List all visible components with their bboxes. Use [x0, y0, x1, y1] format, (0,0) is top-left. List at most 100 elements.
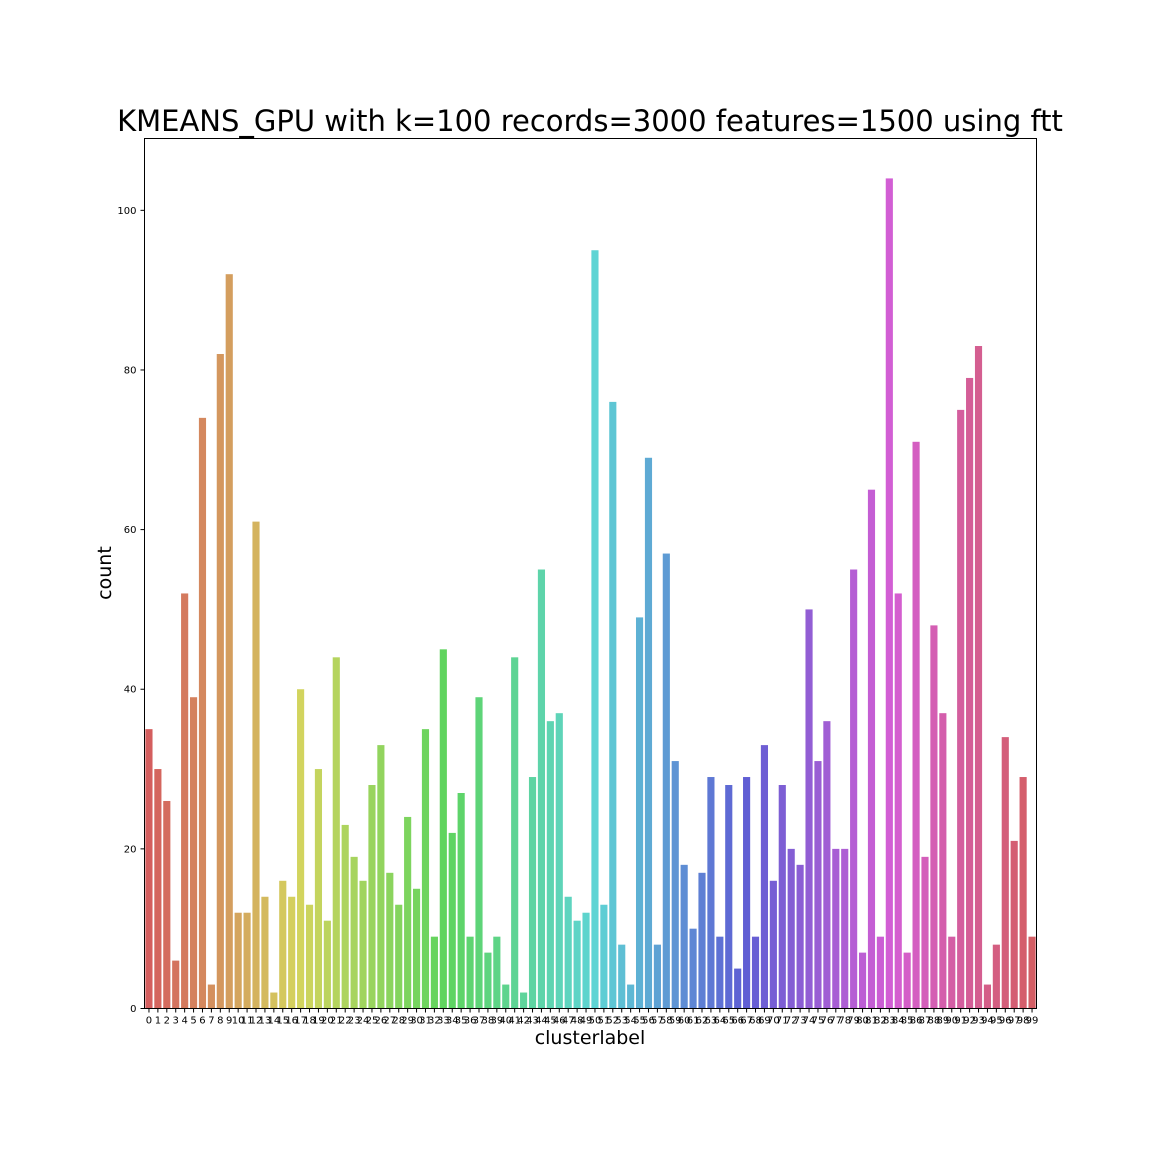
bar-68	[751, 936, 760, 1009]
bar-24	[359, 880, 367, 1009]
y-tick-label: 60	[124, 525, 137, 536]
bar-54	[627, 984, 635, 1009]
bars-group	[145, 178, 1036, 1009]
bar-99	[1028, 936, 1036, 1009]
x-tick-label: 22	[339, 1016, 352, 1027]
bar-73	[796, 864, 804, 1009]
bar-93	[974, 346, 983, 1009]
x-tick-label: 72	[785, 1016, 798, 1027]
x-tick-label: 95	[990, 1016, 1003, 1027]
x-tick-label: 65	[722, 1016, 735, 1027]
x-tick-label: 99	[1026, 1016, 1039, 1027]
bar-90	[948, 936, 956, 1009]
bar-70	[769, 880, 777, 1009]
x-tick-label: 12	[250, 1016, 263, 1027]
bar-15	[279, 880, 287, 1009]
bar-45	[546, 721, 554, 1009]
bar-27	[386, 872, 394, 1009]
x-tick-label: 76	[821, 1016, 834, 1027]
x-tick-label: 93	[972, 1016, 985, 1027]
x-tick-label: 48	[571, 1016, 584, 1027]
x-tick-label: 21	[330, 1016, 343, 1027]
x-tick-label: 53	[615, 1016, 628, 1027]
bar-40	[502, 984, 510, 1009]
x-tick-label: 57	[651, 1016, 664, 1027]
x-tick-label: 6	[199, 1016, 205, 1027]
x-tick-label: 45	[544, 1016, 557, 1027]
bar-19	[314, 769, 323, 1009]
bar-38	[484, 952, 492, 1009]
x-tick-label: 44	[535, 1016, 548, 1027]
x-tick-label: 33	[437, 1016, 450, 1027]
x-tick-label: 83	[883, 1016, 896, 1027]
x-tick-label: 49	[580, 1016, 593, 1027]
bar-57	[653, 944, 661, 1009]
x-tick-label: 4	[181, 1016, 187, 1027]
bar-28	[395, 904, 403, 1009]
x-tick-label: 71	[776, 1016, 789, 1027]
y-tick-label: 20	[124, 844, 137, 855]
x-tick-label: 55	[633, 1016, 646, 1027]
bar-25	[368, 785, 376, 1009]
x-tick-label: 24	[357, 1016, 370, 1027]
x-tick-label: 82	[874, 1016, 887, 1027]
x-tick-label: 81	[865, 1016, 878, 1027]
x-axis-ticks: 0 1 2 3 4 5 6 7 8 9 101112131415161718192021222324…	[146, 1008, 1039, 1027]
x-tick-label: 60	[678, 1016, 691, 1027]
bar-61	[689, 928, 697, 1009]
bar-5	[189, 697, 198, 1009]
bar-26	[377, 745, 385, 1009]
x-tick-label: 15	[276, 1016, 289, 1027]
x-tick-label: 32	[428, 1016, 441, 1027]
x-tick-label: 19	[312, 1016, 325, 1027]
bar-82	[876, 936, 884, 1009]
x-tick-label: 86	[910, 1016, 923, 1027]
x-tick-label: 31	[419, 1016, 432, 1027]
x-tick-label: 56	[642, 1016, 655, 1027]
x-tick-label: 94	[981, 1016, 994, 1027]
x-tick-label: 64	[713, 1016, 726, 1027]
bar-76	[823, 721, 831, 1009]
y-tick-label: 0	[130, 1004, 136, 1015]
x-tick-label: 97	[1008, 1016, 1021, 1027]
bar-62	[698, 872, 706, 1009]
bar-88	[930, 625, 938, 1009]
x-tick-label: 51	[598, 1016, 611, 1027]
bar-74	[805, 609, 813, 1009]
bar-30	[412, 888, 421, 1009]
bar-35	[457, 793, 465, 1009]
bar-14	[270, 992, 278, 1009]
x-tick-label: 28	[392, 1016, 405, 1027]
x-tick-label: 89	[936, 1016, 949, 1027]
bar-47	[564, 896, 572, 1009]
bar-67	[743, 777, 751, 1009]
x-tick-label: 43	[526, 1016, 539, 1027]
bar-78	[841, 848, 849, 1009]
bar-79	[850, 569, 858, 1009]
bar-23	[350, 856, 358, 1009]
bar-53	[618, 944, 626, 1009]
x-tick-label: 46	[553, 1016, 566, 1027]
bar-63	[707, 777, 715, 1009]
bar-36	[466, 936, 474, 1009]
bar-16	[288, 896, 296, 1009]
x-tick-label: 13	[259, 1016, 272, 1027]
x-tick-label: 58	[660, 1016, 673, 1027]
y-axis-ticks: 0 20 40 60 80 100	[117, 206, 145, 1015]
x-tick-label: 73	[794, 1016, 807, 1027]
bar-44	[537, 569, 546, 1009]
bar-12	[252, 521, 260, 1009]
bar-94	[983, 984, 992, 1009]
bar-0	[145, 729, 153, 1009]
x-tick-label: 63	[705, 1016, 718, 1027]
x-tick-label: 92	[963, 1016, 976, 1027]
bar-50	[591, 250, 599, 1009]
x-tick-label: 84	[892, 1016, 905, 1027]
bar-11	[243, 912, 251, 1009]
x-axis-label: clusterlabel	[535, 1027, 646, 1049]
x-tick-label: 78	[838, 1016, 851, 1027]
x-tick-label: 40	[499, 1016, 512, 1027]
x-tick-label: 88	[928, 1016, 941, 1027]
bar-10	[234, 912, 242, 1009]
x-tick-label: 50	[589, 1016, 602, 1027]
